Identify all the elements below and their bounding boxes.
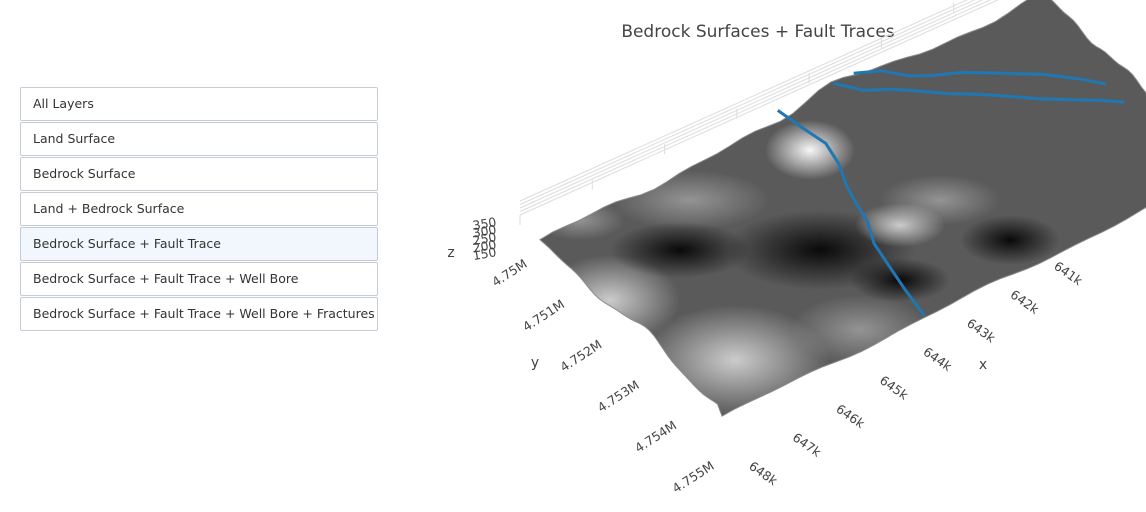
z-tick-label: 250 (471, 229, 497, 248)
y-tick-label: 4.753M (595, 377, 642, 415)
y-axis-title: y (531, 355, 539, 371)
grid-line (519, 0, 999, 216)
fault-trace-2 (833, 81, 1125, 104)
x-tick-label: 645k (877, 372, 912, 403)
y-tick-label: 4.755M (669, 458, 716, 496)
grid-line (519, 0, 992, 212)
y-tick-label: 4.754M (632, 418, 679, 456)
x-tick-label: 642k (1008, 287, 1043, 318)
y-tick-label: 4.752M (557, 337, 604, 375)
x-tick-label: 646k (833, 401, 868, 432)
layer-button-land-bedrock[interactable]: Land + Bedrock Surface (20, 192, 378, 226)
layer-button-all-layers[interactable]: All Layers (20, 87, 378, 121)
x-tick-label: 648k (746, 458, 781, 489)
x-tick-label: 643k (964, 315, 999, 346)
x-tick-label: 641k (1051, 258, 1086, 289)
z-axis-title: z (447, 245, 454, 261)
fault-trace-3 (853, 69, 1107, 86)
x-tick-label: 644k (921, 344, 956, 375)
z-tick-label: 350 (471, 214, 497, 233)
x-tick-label: 647k (790, 430, 825, 461)
shade-light-ridge (855, 203, 945, 247)
fault-traces (776, 69, 1125, 317)
layer-button-bedrock-fault[interactable]: Bedrock Surface + Fault Trace (20, 227, 378, 261)
layer-menu: All Layers Land Surface Bedrock Surface … (20, 87, 378, 332)
shade-mid-2 (790, 295, 930, 365)
grid-line (519, 0, 984, 209)
axis-grid (519, 0, 999, 225)
layer-button-land-surface[interactable]: Land Surface (20, 122, 378, 156)
shade-dark-2 (610, 222, 750, 278)
x-axis-title: x (979, 357, 987, 373)
shade-dark-3 (960, 215, 1060, 265)
grid-line (519, 0, 968, 202)
layer-button-bedrock-fault-well[interactable]: Bedrock Surface + Fault Trace + Well Bor… (20, 262, 378, 296)
y-tick-label: 4.751M (520, 296, 567, 334)
z-tick-label: 150 (471, 244, 497, 263)
y-tick-label: 4.75M (489, 256, 530, 290)
chart-title: Bedrock Surfaces + Fault Traces (621, 22, 894, 42)
layer-button-bedrock-fault-well-fractures[interactable]: Bedrock Surface + Fault Trace + Well Bor… (20, 297, 378, 331)
z-tick-label: 300 (471, 222, 497, 241)
axis-titles: x y z (447, 245, 987, 373)
bedrock-surface (539, 0, 1146, 417)
z-tick-label: 200 (471, 237, 497, 256)
layer-button-bedrock-surface[interactable]: Bedrock Surface (20, 157, 378, 191)
shade-mid-1 (610, 170, 770, 230)
surface-edge (539, 0, 1146, 417)
grid-line (519, 0, 976, 205)
shade-peak (765, 120, 855, 180)
fault-trace-1 (776, 109, 926, 317)
